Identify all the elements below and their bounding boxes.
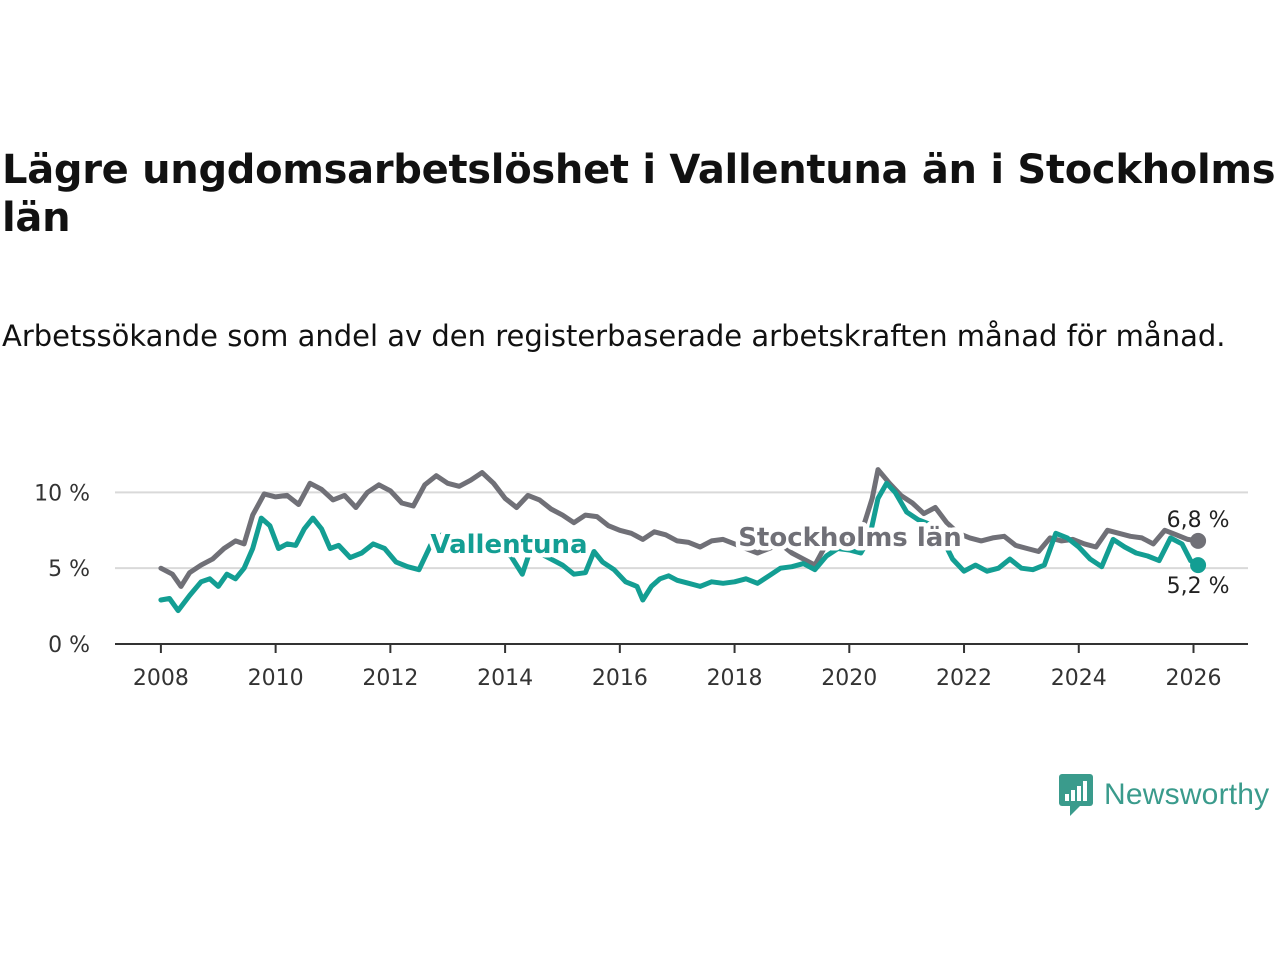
x-tick-label: 2010 <box>248 666 304 691</box>
grid-layer <box>115 491 1248 570</box>
axis-layer: 0 % 5 % 10 % 2008 2010 2012 2014 2016 2018 2020 20… <box>34 481 1248 691</box>
x-tick-label: 2024 <box>1051 666 1107 691</box>
series-line-stockholm <box>158 467 1201 589</box>
end-label-stockholm: 6,8 % <box>1167 508 1230 533</box>
series-line-vallentuna <box>158 480 1201 614</box>
newsworthy-logo: Newsworthy <box>1058 772 1269 818</box>
series-label-vallentuna: Vallentuna <box>430 530 587 560</box>
series-label-stockholm-halo: Stockholms län <box>738 523 962 553</box>
logo-text: Newsworthy <box>1104 778 1270 811</box>
end-point-vallentuna <box>1190 557 1207 574</box>
y-tick-label: 10 % <box>34 481 90 506</box>
x-tick-label: 2026 <box>1166 666 1222 691</box>
x-tick-label: 2016 <box>592 666 648 691</box>
end-point-stockholm <box>1190 532 1207 549</box>
x-tick-label: 2020 <box>821 666 877 691</box>
x-tick-label: 2012 <box>362 666 418 691</box>
y-tick-label: 0 % <box>48 633 90 658</box>
chart-title: Lägre ungdomsarbetslöshet i Vallentuna ä… <box>2 147 1276 241</box>
chart-subtitle: Arbetssökande som andel av den registerb… <box>2 319 1226 353</box>
end-label-vallentuna: 5,2 % <box>1167 574 1230 599</box>
line-chart: 0 % 5 % 10 % 2008 2010 2012 2014 2016 2018 2020 20… <box>34 467 1248 691</box>
series-label-stockholm: Stockholms län <box>738 523 962 553</box>
series-layer <box>158 467 1207 614</box>
x-tick-label: 2014 <box>477 666 533 691</box>
x-tick-label: 2022 <box>936 666 992 691</box>
y-tick-label: 5 % <box>48 557 90 582</box>
x-tick-label: 2018 <box>707 666 763 691</box>
x-tick-label: 2008 <box>133 666 189 691</box>
newsworthy-logo-icon <box>1059 774 1093 816</box>
series-label-vallentuna-halo: Vallentuna <box>430 530 587 560</box>
